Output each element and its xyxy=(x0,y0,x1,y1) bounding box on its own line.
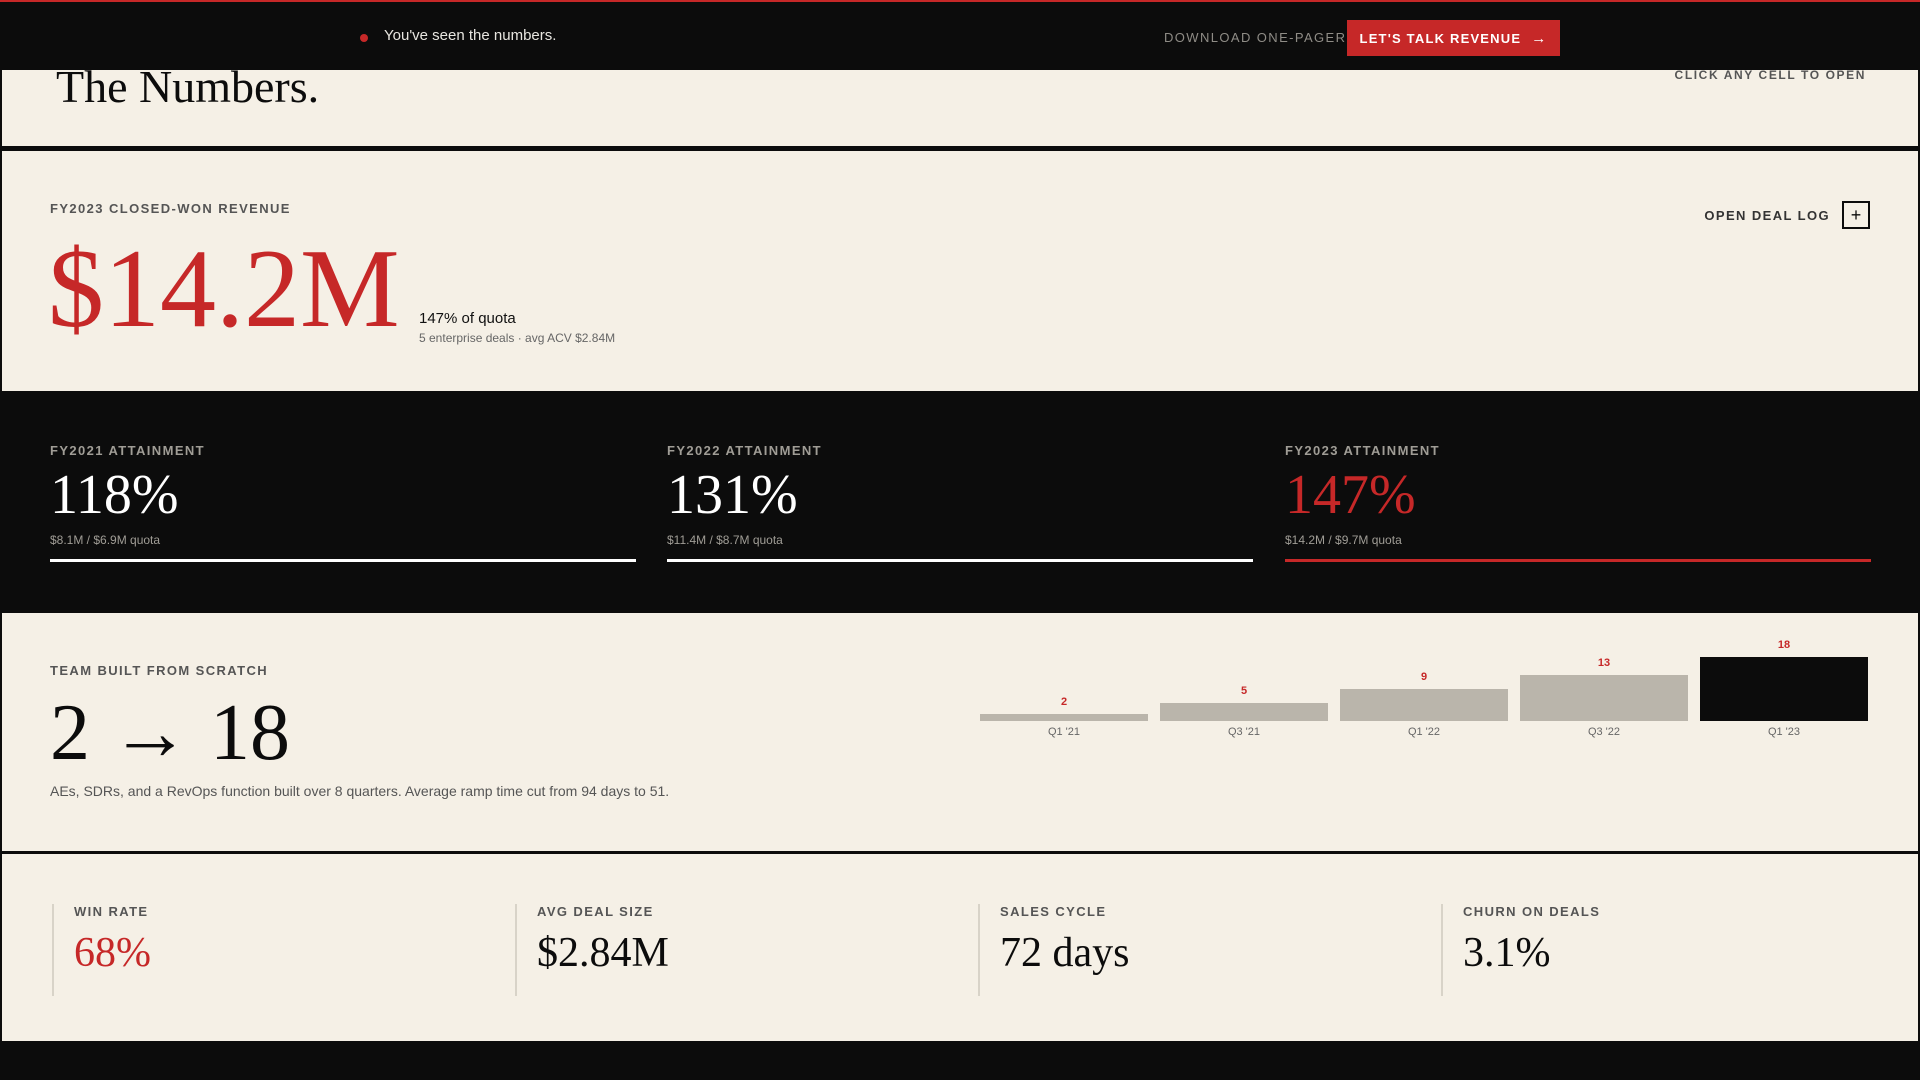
revenue-cell[interactable]: FY2023 CLOSED-WON REVENUE $14.2M 147% of… xyxy=(0,148,1920,393)
chart-bar xyxy=(980,713,1148,721)
attainment-label: FY2022 ATTAINMENT xyxy=(667,443,823,458)
chart-bar xyxy=(1520,674,1688,721)
attainment-label: FY2021 ATTAINMENT xyxy=(50,443,206,458)
metric-churn-on-deals[interactable]: CHURN ON DEALS 3.1% xyxy=(1441,904,1881,996)
topbar-message: You've seen the numbers. xyxy=(384,27,557,44)
chart-bar-group: 2 Q1 '21 xyxy=(980,633,1148,743)
chart-category-label: Q1 '23 xyxy=(1767,726,1801,738)
metric-label: CHURN ON DEALS xyxy=(1463,904,1601,919)
revenue-value: $14.2M xyxy=(48,227,400,351)
attainment-quota: $8.1M / $6.9M quota xyxy=(50,532,161,547)
attainment-value: 147% xyxy=(1285,464,1416,526)
metric-label: SALES CYCLE xyxy=(1000,904,1107,919)
chart-bar-group: 5 Q3 '21 xyxy=(1160,633,1328,743)
team-label: TEAM BUILT FROM SCRATCH xyxy=(50,663,269,678)
attainment-underline xyxy=(50,558,636,562)
metric-win-rate[interactable]: WIN RATE 68% xyxy=(52,904,492,996)
status-dot-icon xyxy=(360,34,368,42)
talk-revenue-label: LET'S TALK REVENUE xyxy=(1359,30,1522,46)
chart-data-label: 5 xyxy=(1240,685,1248,698)
chart-data-label: 9 xyxy=(1420,671,1428,683)
open-deal-log-label: OPEN DEAL LOG xyxy=(1704,207,1830,223)
revenue-label: FY2023 CLOSED-WON REVENUE xyxy=(50,201,291,216)
team-growth: 2 → 18 xyxy=(50,689,290,777)
chart-bar-group: 13 Q3 '22 xyxy=(1520,633,1688,743)
chart-data-label: 13 xyxy=(1597,656,1611,669)
chart-bar xyxy=(1700,657,1868,721)
attainment-underline xyxy=(667,558,1253,562)
download-one-pager-link[interactable]: DOWNLOAD ONE-PAGER xyxy=(1164,30,1347,45)
metric-label: WIN RATE xyxy=(74,904,149,919)
attainment-section: FY2021 ATTAINMENT 118% $8.1M / $6.9M quo… xyxy=(0,393,1920,613)
metric-avg-deal-size[interactable]: AVG DEAL SIZE $2.84M xyxy=(515,904,955,996)
chart-category-label: Q1 '22 xyxy=(1407,726,1441,738)
metric-value: 3.1% xyxy=(1463,930,1551,976)
attainment-label: FY2023 ATTAINMENT xyxy=(1285,443,1441,458)
chart-bar-group: 18 Q1 '23 xyxy=(1700,633,1868,743)
metric-label: AVG DEAL SIZE xyxy=(537,904,654,919)
chart-category-label: Q3 '21 xyxy=(1227,726,1261,738)
chart-bar-group: 9 Q1 '22 xyxy=(1340,633,1508,743)
metrics-section: WIN RATE 68% AVG DEAL SIZE $2.84M SALES … xyxy=(0,851,1920,1043)
metric-value: 72 days xyxy=(1000,930,1130,976)
open-deal-log-button[interactable]: OPEN DEAL LOG + xyxy=(1704,201,1870,229)
arrow-right-icon: → xyxy=(1531,29,1548,47)
metric-value: $2.84M xyxy=(537,930,669,976)
chart-bar xyxy=(1160,703,1328,721)
chart-category-label: Q3 '22 xyxy=(1587,726,1621,738)
attainment-fy2022-cell[interactable]: FY2022 ATTAINMENT 131% $11.4M / $8.7M qu… xyxy=(667,443,1253,562)
revenue-detail: 5 enterprise deals · avg ACV $2.84M xyxy=(419,331,616,345)
team-description: AEs, SDRs, and a RevOps function built o… xyxy=(50,783,670,799)
attainment-value: 131% xyxy=(667,464,798,526)
attainment-value: 118% xyxy=(50,464,179,526)
revenue-quota-pct: 147% of quota xyxy=(419,310,516,327)
plus-icon[interactable]: + xyxy=(1842,201,1870,229)
metric-value: 68% xyxy=(74,930,151,976)
click-hint: CLICK ANY CELL TO OPEN xyxy=(1674,68,1866,82)
metric-sales-cycle[interactable]: SALES CYCLE 72 days xyxy=(978,904,1418,996)
attainment-underline xyxy=(1285,558,1871,562)
chart-data-label: 18 xyxy=(1777,639,1791,651)
top-bar: You've seen the numbers. DOWNLOAD ONE-PA… xyxy=(0,0,1920,70)
attainment-quota: $14.2M / $9.7M quota xyxy=(1285,532,1402,547)
attainment-fy2023-cell[interactable]: FY2023 ATTAINMENT 147% $14.2M / $9.7M qu… xyxy=(1285,443,1871,562)
attainment-quota: $11.4M / $8.7M quota xyxy=(667,532,783,547)
chart-data-label: 2 xyxy=(1060,695,1068,708)
chart-category-label: Q1 '21 xyxy=(1047,726,1081,738)
talk-revenue-button[interactable]: LET'S TALK REVENUE → xyxy=(1347,20,1560,56)
team-cell[interactable]: TEAM BUILT FROM SCRATCH 2 → 18 AEs, SDRs… xyxy=(0,613,1920,853)
team-growth-chart: 2 Q1 '21 5 Q3 '21 9 Q1 '22 13 Q3 '22 18 Q1 '23 xyxy=(980,633,1872,743)
chart-bar xyxy=(1340,689,1508,721)
attainment-fy2021-cell[interactable]: FY2021 ATTAINMENT 118% $8.1M / $6.9M quo… xyxy=(50,443,636,562)
